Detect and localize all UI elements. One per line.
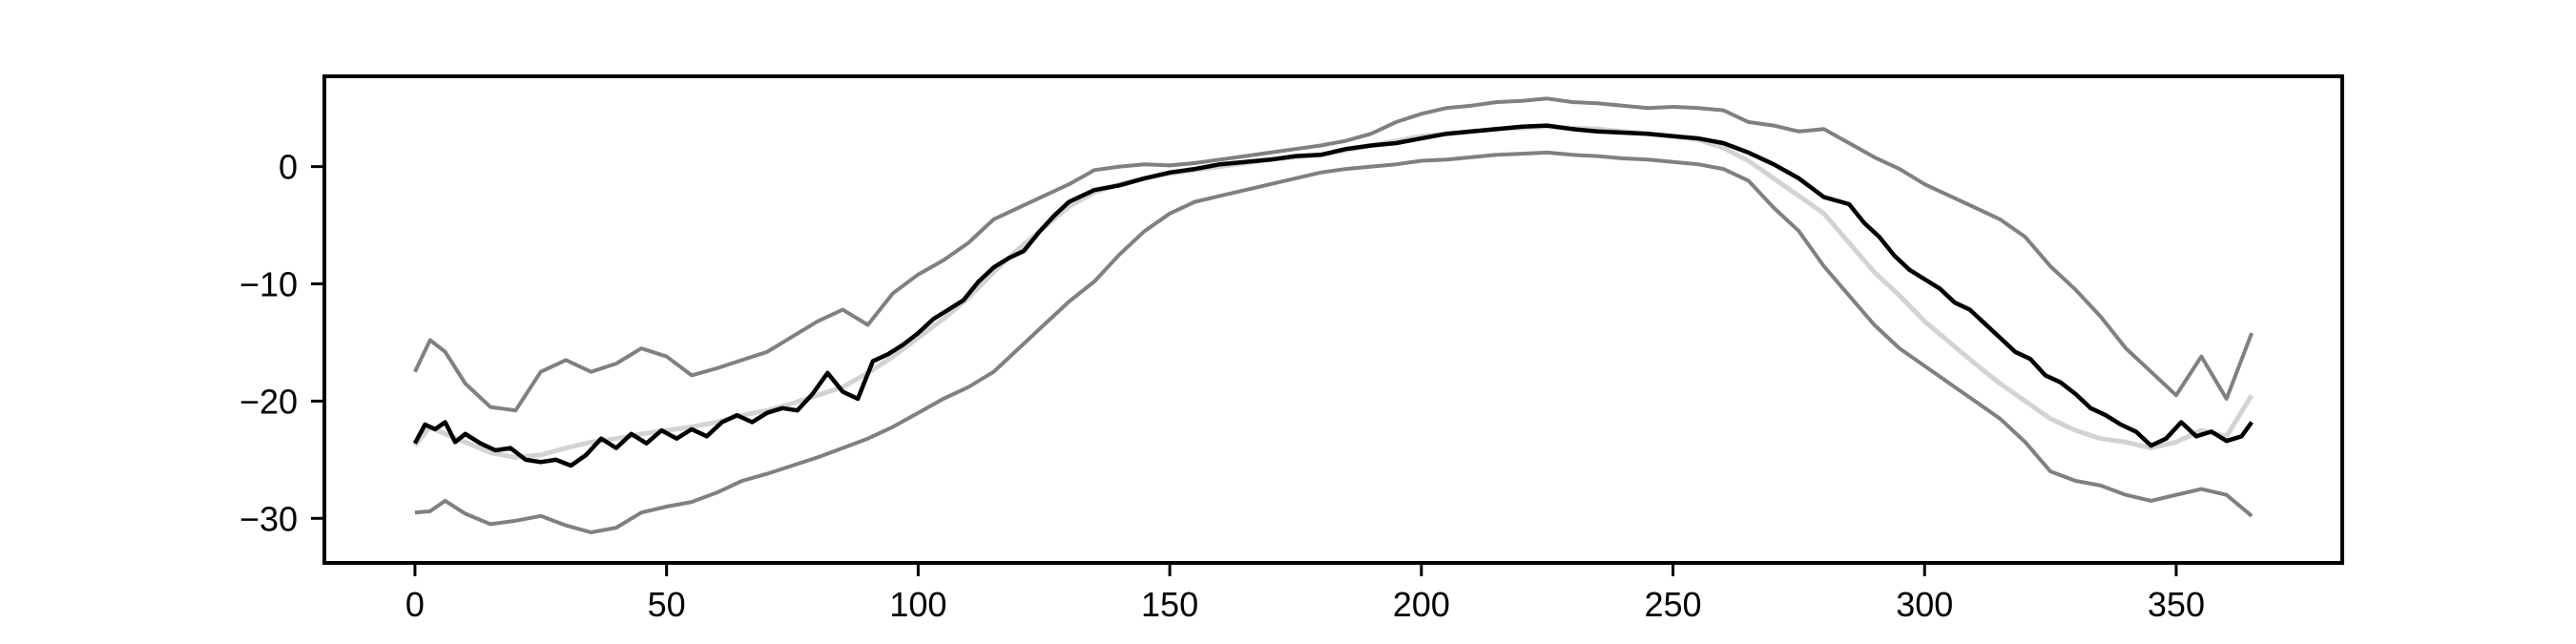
series-line-lower [414,150,2254,534]
x-tick-label: 0 [405,585,425,624]
x-tick-label: 200 [1393,585,1450,624]
plot-frame [322,74,2344,565]
y-axis: −30 −20 −10 0 [239,148,324,538]
y-tick-label: −30 [239,499,298,538]
series-line-smooth [412,124,2254,460]
x-tick-label: 100 [889,585,946,624]
x-tick-label: 250 [1644,585,1701,624]
x-tick-label: 50 [648,585,686,624]
x-axis: 0 50 100 150 200 250 300 350 [405,563,2205,624]
y-tick-label: 0 [279,148,298,187]
x-tick-label: 350 [2148,585,2205,624]
x-tick-label: 300 [1896,585,1953,624]
y-tick-label: −20 [239,382,298,421]
y-tick-label: −10 [239,265,298,304]
series-layer [412,96,2254,534]
series-line-upper [413,96,2254,413]
x-tick-label: 150 [1141,585,1198,624]
series-line-main [412,123,2254,468]
